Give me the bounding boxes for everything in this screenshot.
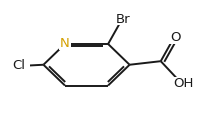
Text: Cl: Cl xyxy=(13,59,25,72)
Text: OH: OH xyxy=(174,77,194,90)
FancyBboxPatch shape xyxy=(167,34,180,44)
Text: O: O xyxy=(170,31,181,44)
FancyBboxPatch shape xyxy=(171,77,191,88)
FancyBboxPatch shape xyxy=(112,14,132,25)
Text: N: N xyxy=(60,37,70,51)
FancyBboxPatch shape xyxy=(59,38,71,50)
Text: Br: Br xyxy=(116,13,130,26)
FancyBboxPatch shape xyxy=(11,61,30,71)
